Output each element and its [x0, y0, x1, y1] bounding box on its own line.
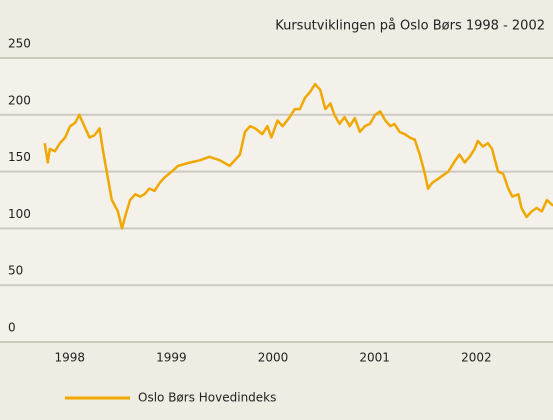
x-tick-label: 2002: [461, 351, 492, 365]
y-tick-label: 150: [8, 150, 31, 164]
series-line: [43, 82, 553, 230]
legend-label: Oslo Børs Hovedindeks: [138, 391, 276, 405]
x-tick-label: 1998: [54, 351, 85, 365]
y-tick-label: 0: [8, 321, 16, 335]
chart-title: Kursutviklingen på Oslo Børs 1998 - 2002: [275, 19, 545, 34]
y-tick-label: 50: [8, 264, 23, 278]
y-tick-label: 100: [8, 207, 31, 221]
x-tick-label: 2001: [359, 351, 390, 365]
x-tick-label: 2000: [258, 351, 289, 365]
y-tick-label: 250: [8, 37, 31, 51]
plot-area: [0, 58, 553, 342]
x-tick-label: 1999: [156, 351, 187, 365]
y-tick-label: 200: [8, 93, 31, 107]
